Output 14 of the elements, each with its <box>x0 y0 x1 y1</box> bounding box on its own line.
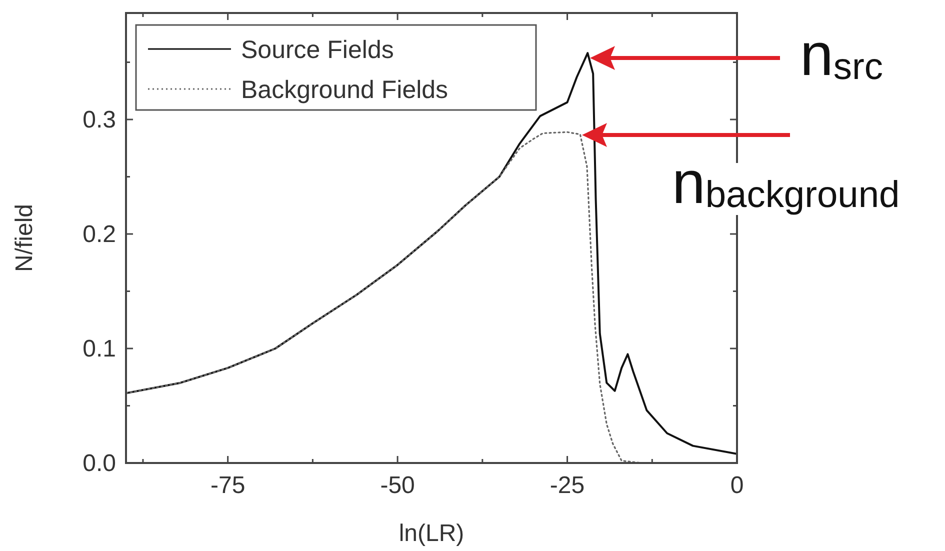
y-axis-title: N/field <box>11 204 38 272</box>
x-tick-label: 0 <box>730 472 744 499</box>
y-tick-label: 0.1 <box>82 335 116 362</box>
text: n$_{src}$ <box>800 21 883 88</box>
x-tick-label: -50 <box>380 472 415 499</box>
y-tick-label: 0.0 <box>82 450 116 477</box>
x-tick-label: -75 <box>210 472 246 499</box>
x-axis-title: ln(LR) <box>398 520 464 547</box>
annotation: n$_{background}$ <box>672 149 900 216</box>
legend-label: Background Fields <box>241 76 448 104</box>
x-tick-label: -25 <box>550 472 585 499</box>
legend-label: Source Fields <box>241 36 394 64</box>
y-tick-label: 0.2 <box>82 220 116 248</box>
y-tick-label: 0.3 <box>82 106 116 134</box>
